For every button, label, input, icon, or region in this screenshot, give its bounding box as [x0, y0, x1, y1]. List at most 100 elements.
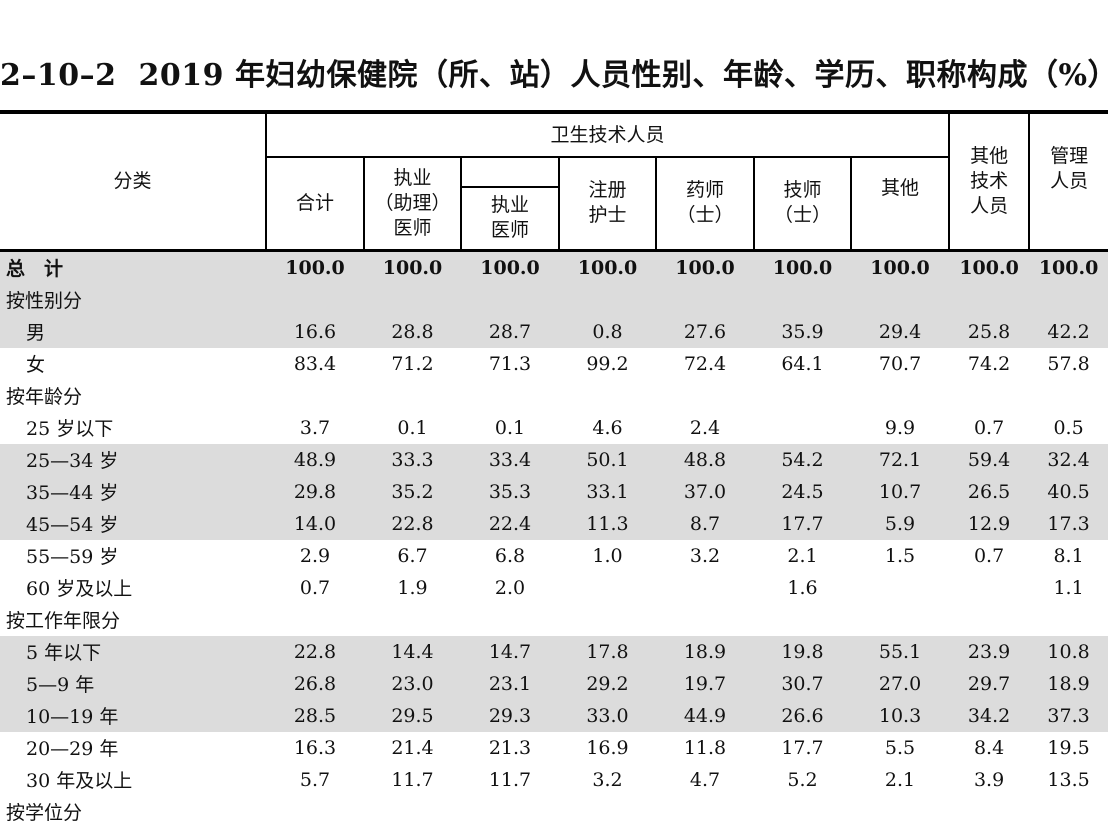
table-cell: 23.1 [461, 667, 559, 700]
table-row: 按年龄分 [0, 380, 1108, 412]
table-cell: 44.9 [656, 699, 754, 732]
table-cell [656, 572, 754, 604]
row-label: 35—44 岁 [0, 475, 266, 508]
table-cell: 48.9 [266, 443, 364, 476]
table-cell [949, 572, 1029, 604]
table-cell: 6.7 [397, 544, 428, 567]
row-label: 按工作年限分 [6, 610, 121, 632]
table-cell: 8.1 [1053, 544, 1084, 567]
table-cell [559, 796, 656, 828]
table-cell: 16.3 [293, 736, 337, 759]
table-cell: 25.8 [949, 315, 1030, 348]
table-cell: 35.9 [754, 315, 851, 348]
table-cell [364, 796, 461, 828]
table-cell: 18.9 [1029, 667, 1108, 700]
table-cell: 10.8 [1029, 635, 1108, 668]
table-cell: 29.7 [949, 667, 1030, 700]
header-nurse: 注册 护士 [559, 157, 657, 250]
table-cell: 17.8 [559, 635, 656, 668]
table-cell [364, 283, 461, 316]
table-cell: 26.6 [754, 699, 851, 732]
table-cell: 24.5 [754, 475, 851, 508]
header-category: 分类 [0, 110, 267, 250]
table-code: 2–10–2 [0, 58, 117, 93]
table-cell [559, 283, 656, 316]
table-row: 25—34 岁 48.9 33.3 33.4 50.1 48.8 54.2 72.1 59.4 3… [0, 443, 1108, 476]
table-cell: 3.2 [689, 544, 721, 567]
table-row: 按性别分 [0, 283, 1108, 316]
table-row: 女 83.4 71.2 71.3 99.2 72.4 64.1 70.7 74.2 57.8 [0, 348, 1108, 380]
table-cell: 37.3 [1029, 699, 1108, 732]
table-cell: 3.7 [299, 416, 331, 439]
row-label: 按性别分 [0, 283, 266, 316]
table-cell: 32.4 [1029, 443, 1108, 476]
table-cell: 21.3 [488, 736, 532, 759]
table-cell: 100.0 [1029, 250, 1108, 284]
table-row: 5—9 年 26.8 23.0 23.1 29.2 19.7 30.7 27.0 29.7 18.… [0, 667, 1108, 700]
table-cell: 11.3 [559, 507, 656, 540]
table-cell: 22.4 [461, 507, 559, 540]
table-row: 5 年以下 22.8 14.4 14.7 17.8 18.9 19.8 55.1 23.9 10.… [0, 635, 1108, 668]
table-cell: 4.7 [689, 768, 721, 791]
stats-table: 分类 卫生技术人员 其他 技术 人员 管理 人员 合计 执业 （助理） 医师 注… [0, 110, 1108, 828]
table-cell: 54.2 [754, 443, 851, 476]
table-row: 35—44 岁 29.8 35.2 35.3 33.1 37.0 24.5 10.7 26.5 4… [0, 475, 1108, 508]
table-cell: 40.5 [1029, 475, 1108, 508]
table-cell: 30.7 [754, 667, 851, 700]
table-cell: 9.9 [884, 416, 916, 439]
table-cell [754, 380, 851, 412]
table-cell: 17.7 [781, 736, 824, 759]
table-cell [364, 604, 461, 636]
table-row: 按工作年限分 [0, 604, 1108, 636]
table-cell: 2.1 [787, 544, 818, 567]
table-cell: 4.6 [592, 416, 623, 439]
table-row: 30 年及以上 5.7 11.7 11.7 3.2 4.7 5.2 2.1 3.9 13.5 [0, 764, 1108, 796]
table-cell: 1.6 [787, 576, 818, 599]
table-cell: 28.7 [461, 315, 559, 348]
table-cell: 100.0 [656, 250, 754, 284]
table-cell [461, 604, 559, 636]
table-cell [656, 283, 754, 316]
table-cell: 14.7 [461, 635, 559, 668]
header-management: 管理 人员 [1029, 110, 1108, 250]
table-cell: 42.2 [1029, 315, 1108, 348]
table-cell [461, 283, 559, 316]
table-cell: 22.8 [364, 507, 461, 540]
table-cell: 16.6 [266, 315, 364, 348]
table-cell [1029, 380, 1108, 412]
table-cell [754, 796, 851, 828]
table-cell: 100.0 [461, 250, 559, 284]
table-cell: 5.5 [884, 736, 916, 759]
table-cell: 16.9 [586, 736, 629, 759]
table-cell [851, 604, 949, 636]
table-cell [266, 604, 364, 636]
table-row: 总 计 100.0 100.0 100.0 100.0 100.0 100.0 100.0 10… [0, 250, 1108, 284]
table-cell [851, 283, 950, 316]
table-cell: 71.2 [391, 352, 434, 375]
table-cell [949, 283, 1030, 316]
table-cell: 48.8 [656, 443, 754, 476]
table-cell: 3.2 [592, 768, 623, 791]
table-cell: 5.7 [299, 768, 331, 791]
table-cell: 33.3 [364, 443, 461, 476]
header-total: 合计 [266, 157, 365, 250]
table-row: 60 岁及以上 0.7 1.9 2.0 1.6 1.1 [0, 572, 1108, 604]
header-pharmacist: 药师 （士） [656, 157, 755, 250]
row-label: 25—34 岁 [0, 443, 266, 476]
table-cell: 19.5 [1047, 736, 1090, 759]
table-cell: 100.0 [754, 250, 851, 284]
table-cell: 33.4 [461, 443, 559, 476]
table-cell: 100.0 [851, 250, 950, 284]
table-cell: 26.8 [266, 667, 364, 700]
table-cell: 0.1 [494, 416, 526, 439]
row-label: 总 计 [0, 250, 266, 284]
table-cell: 1.5 [884, 544, 916, 567]
row-label: 55—59 岁 [26, 546, 119, 568]
table-cell [461, 796, 559, 828]
table-cell: 5.9 [851, 507, 950, 540]
row-label: 30 年及以上 [26, 770, 133, 792]
table-row: 20—29 年 16.3 21.4 21.3 16.9 11.8 17.7 5.5 8.4 19.… [0, 732, 1108, 764]
table-cell [1029, 283, 1108, 316]
table-title: 2–10–2 2019 年妇幼保健院（所、站）人员性别、年龄、学历、职称构成（%） [0, 50, 1108, 94]
header-practicing-assistant: 执业 （助理） 医师 [364, 157, 462, 250]
